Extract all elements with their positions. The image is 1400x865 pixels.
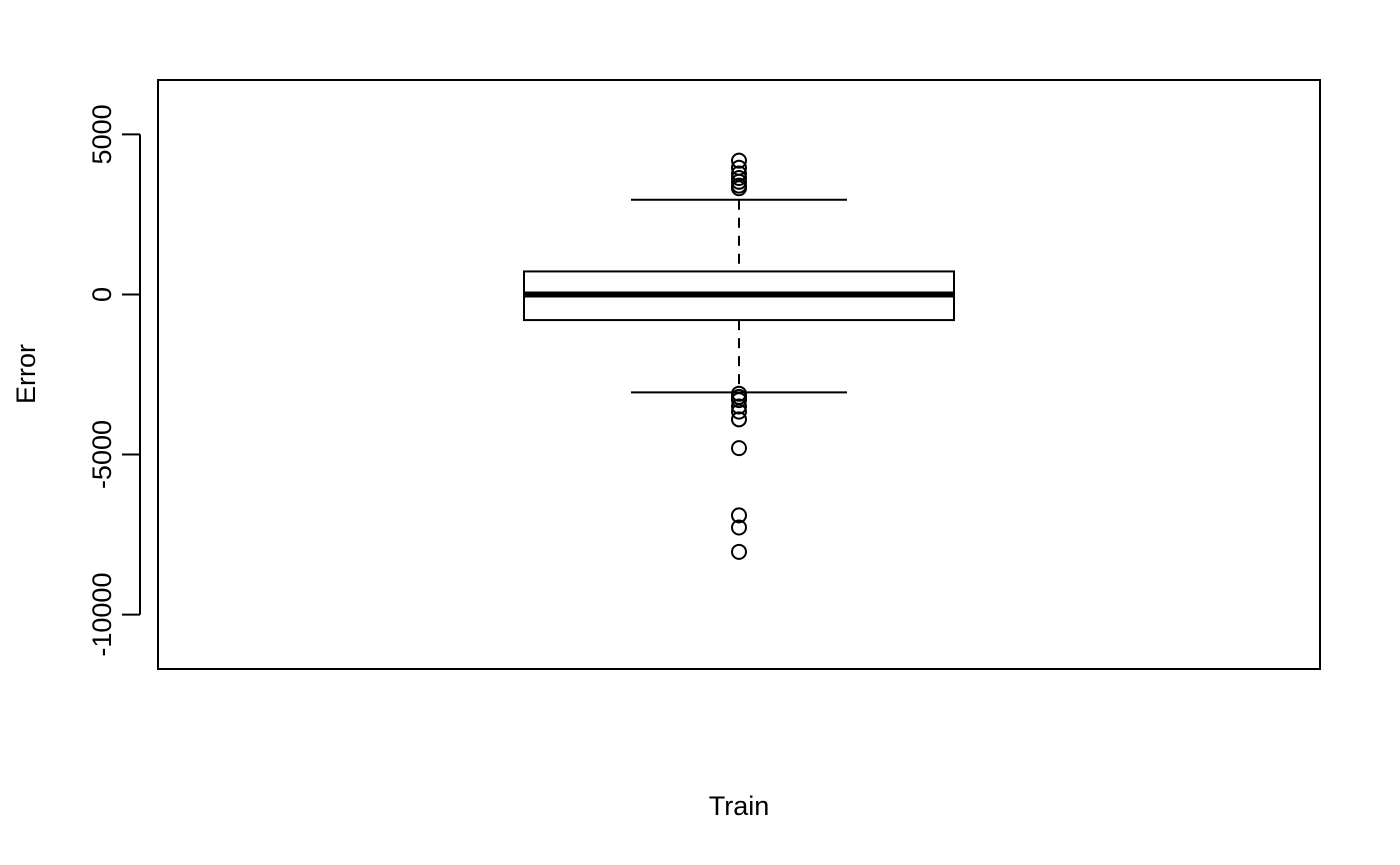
- y-axis: 5000 0 -5000 -10000: [87, 104, 141, 657]
- y-tick-label: -10000: [87, 573, 117, 657]
- outlier-point: [731, 398, 747, 415]
- outlier-point: [731, 403, 747, 420]
- y-tick-label: 0: [87, 287, 117, 302]
- outlier-point: [731, 180, 747, 197]
- outlier-point: [731, 543, 747, 560]
- box-group: [523, 198, 955, 394]
- outlier-point: [731, 440, 747, 457]
- outlier-point: [731, 411, 747, 428]
- outlier-point: [731, 392, 747, 409]
- x-axis-label: Train: [709, 791, 770, 821]
- y-axis-label: Error: [11, 344, 41, 404]
- y-tick-label: 5000: [87, 104, 117, 164]
- outlier-point: [731, 519, 747, 536]
- plot-frame: [157, 79, 1321, 670]
- outlier-point: [731, 507, 747, 524]
- y-tick-label: -5000: [87, 420, 117, 489]
- outlier-point: [731, 152, 747, 169]
- outliers: [731, 152, 747, 560]
